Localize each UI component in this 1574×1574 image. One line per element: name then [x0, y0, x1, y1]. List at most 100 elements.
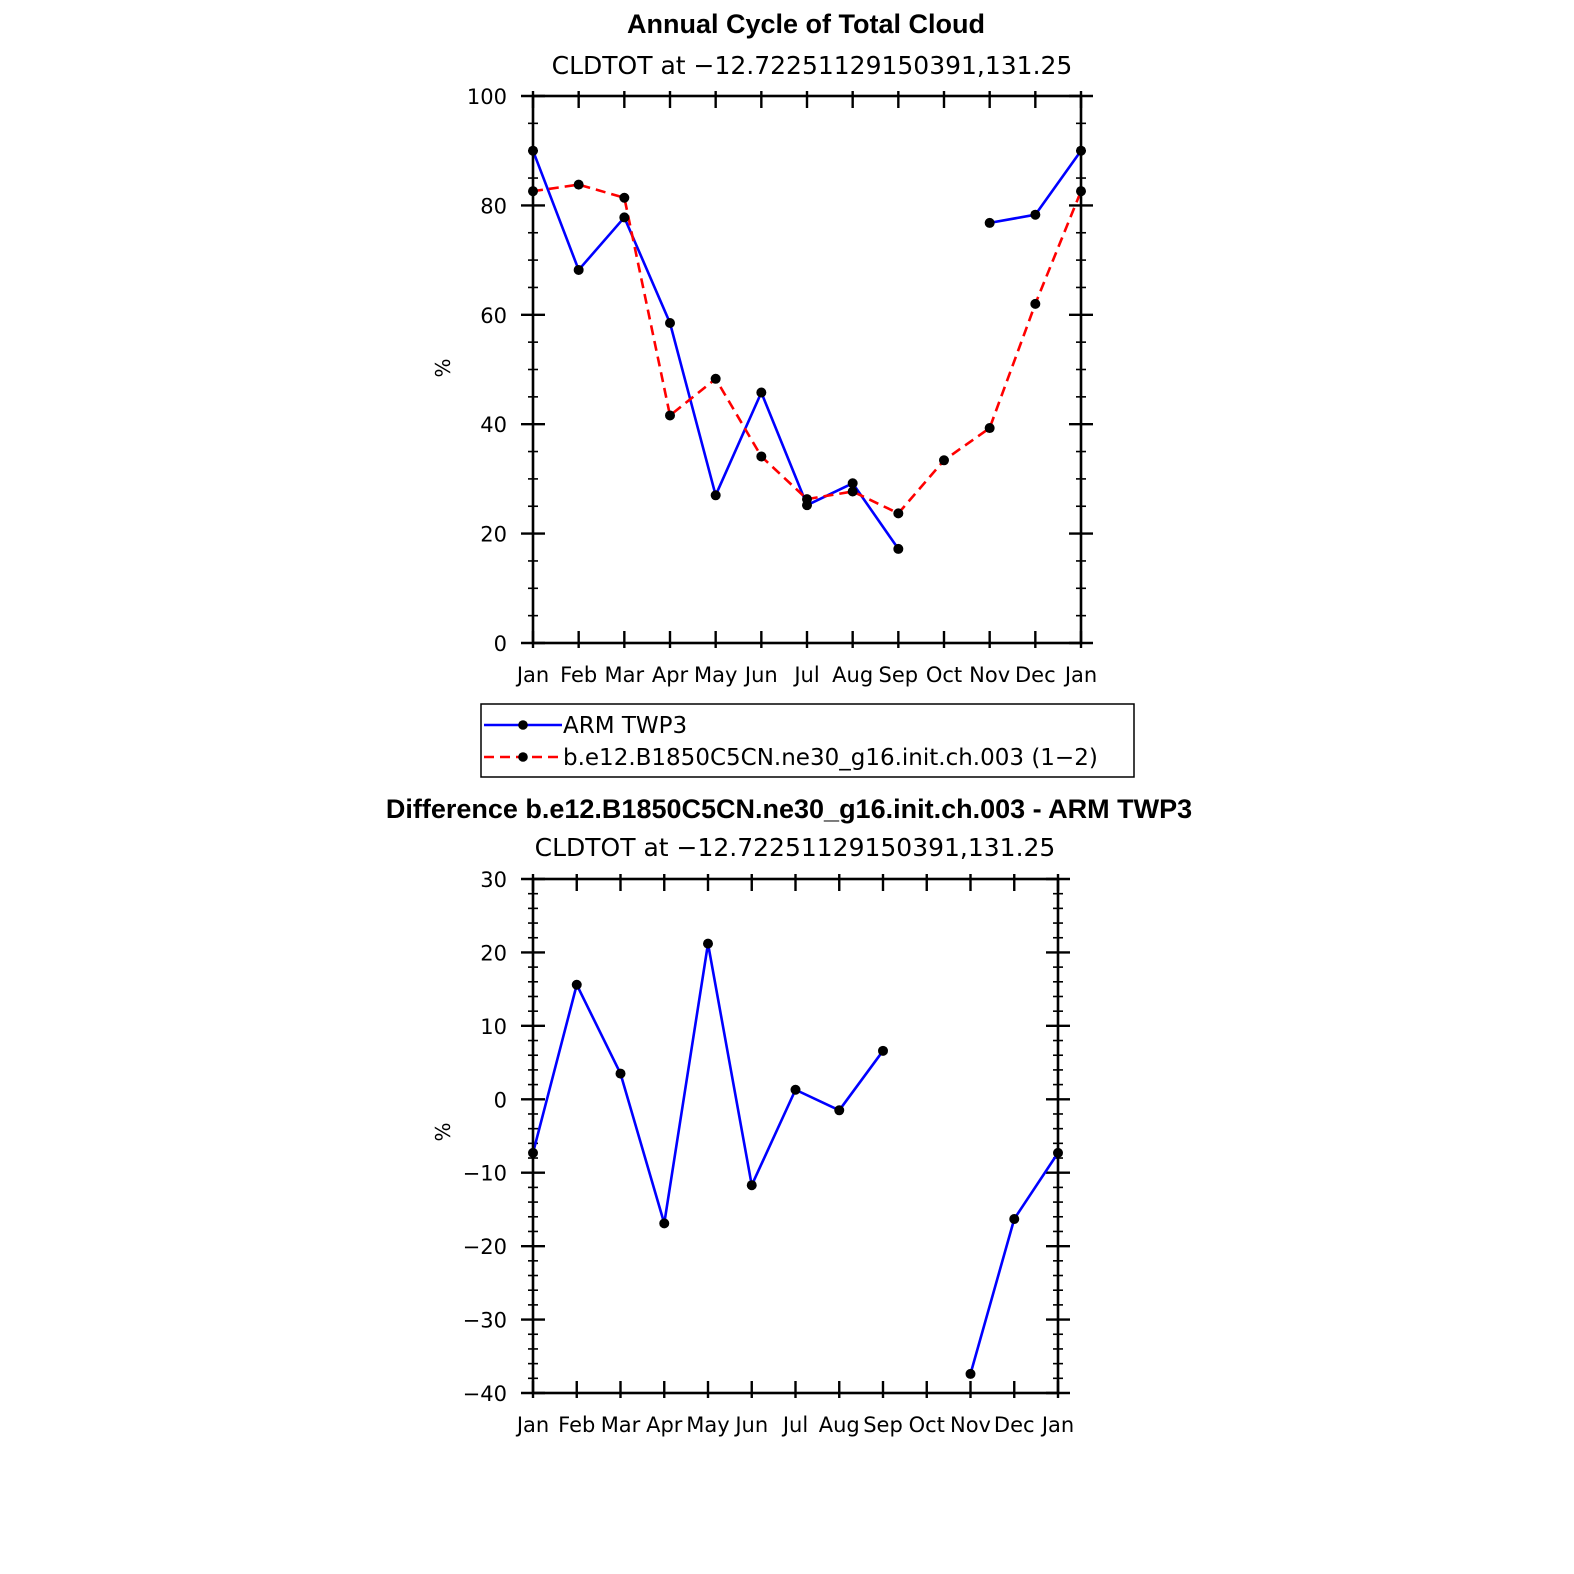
- chart2-x-tick-label: Feb: [558, 1413, 595, 1437]
- data-point: [802, 494, 812, 505]
- chart1-plot-frame: [531, 94, 1083, 645]
- chart1-subtitle: CLDTOT at −12.72251129150391,131.25: [552, 51, 1073, 80]
- chart1-y-tick-label: 60: [480, 304, 507, 328]
- chart2-x-tick-label: Oct: [909, 1413, 945, 1437]
- legend-label-arm: ARM TWP3: [563, 713, 687, 739]
- chart2-ticks: [521, 874, 1070, 1398]
- series-line: [532, 183, 1083, 515]
- chart2-x-tick-label: Jul: [781, 1413, 808, 1437]
- data-point: [710, 490, 721, 501]
- data-point: [710, 373, 721, 384]
- chart1-series-points: [528, 145, 1086, 554]
- chart2-x-tick-label: May: [686, 1413, 729, 1437]
- chart2-y-tick-label: −30: [463, 1309, 507, 1333]
- chart1-x-tick-labels: Jan Feb Mar Apr May Jun Jul Aug Sep Oct …: [515, 663, 1097, 687]
- data-point: [619, 192, 630, 203]
- legend: ARM TWP3 b.e12.B1850C5CN.ne30_g16.init.c…: [480, 703, 1135, 778]
- data-point: [571, 979, 582, 990]
- data-point: [746, 1180, 757, 1191]
- legend-marker-model: [518, 752, 528, 762]
- legend-label-model: b.e12.B1850C5CN.ne30_g16.init.ch.003 (1−…: [563, 745, 1098, 771]
- chart2-y-tick-label: −40: [463, 1382, 507, 1406]
- data-point: [834, 1105, 845, 1116]
- data-point: [965, 1368, 976, 1379]
- chart2-y-tick-label: 20: [480, 941, 507, 965]
- chart1-y-tick-labels: 0 20 40 60 80 100: [467, 85, 507, 656]
- chart1-x-tick-label: Oct: [926, 663, 962, 687]
- data-point: [619, 212, 630, 223]
- chart2-subtitle: CLDTOT at −12.72251129150391,131.25: [535, 833, 1056, 862]
- difference-chart: Difference b.e12.B1850C5CN.ne30_g16.init…: [386, 794, 1192, 1437]
- chart1-y-tick-label: 80: [480, 194, 507, 218]
- chart1-x-tick-label: Jun: [743, 663, 778, 687]
- data-point: [756, 387, 767, 398]
- chart1-x-tick-label: Sep: [879, 663, 919, 687]
- data-point: [939, 455, 949, 466]
- series-line: [969, 1152, 1060, 1375]
- chart1-title: Annual Cycle of Total Cloud: [627, 9, 985, 39]
- chart2-x-tick-label: Dec: [994, 1413, 1035, 1437]
- chart2-x-tick-labels: Jan Feb Mar Apr May Jun Jul Aug Sep Oct …: [515, 1413, 1074, 1437]
- data-point: [756, 451, 767, 462]
- data-point: [1030, 209, 1041, 220]
- data-point: [573, 264, 584, 275]
- chart1-x-tick-label: Jul: [792, 663, 819, 687]
- chart2-series-points: [528, 938, 1063, 1379]
- chart2-title: Difference b.e12.B1850C5CN.ne30_g16.init…: [386, 794, 1192, 824]
- data-point: [893, 508, 904, 519]
- data-point: [847, 478, 858, 489]
- series-line: [531, 150, 900, 550]
- annual-cycle-chart: Annual Cycle of Total Cloud CLDTOT at −1…: [431, 9, 1135, 778]
- data-point: [659, 1218, 670, 1229]
- chart1-x-tick-label: Nov: [969, 663, 1010, 687]
- chart1-series-lines: [531, 149, 1083, 550]
- chart2-y-tick-label: 10: [480, 1015, 507, 1039]
- chart2-x-tick-label: Apr: [646, 1413, 683, 1437]
- data-point: [790, 1084, 801, 1095]
- chart2-x-tick-label: Sep: [863, 1413, 903, 1437]
- chart1-y-tick-label: 100: [467, 85, 507, 109]
- data-point: [665, 318, 675, 329]
- data-point: [1009, 1213, 1020, 1224]
- chart1-x-tick-label: Mar: [605, 663, 645, 687]
- chart1-x-tick-label: Jan: [515, 663, 549, 687]
- chart2-y-tick-label: −10: [463, 1162, 507, 1186]
- chart2-x-tick-label: Jun: [733, 1413, 768, 1437]
- chart2-x-tick-label: Nov: [950, 1413, 991, 1437]
- data-point: [984, 423, 995, 434]
- chart1-x-tick-label: Jan: [1063, 663, 1097, 687]
- chart1-y-tick-label: 40: [480, 413, 507, 437]
- data-point: [984, 217, 995, 228]
- chart1-x-tick-label: Aug: [832, 663, 873, 687]
- legend-box: [480, 703, 1135, 778]
- chart2-x-tick-label: Mar: [601, 1413, 641, 1437]
- data-point: [893, 543, 904, 554]
- chart2-series-lines: [531, 942, 1060, 1375]
- chart2-y-tick-label: 0: [494, 1088, 507, 1112]
- chart2-x-tick-label: Jan: [1040, 1413, 1074, 1437]
- data-point: [878, 1045, 888, 1056]
- series-line: [531, 942, 885, 1225]
- data-point: [665, 410, 675, 421]
- data-point: [1030, 298, 1041, 309]
- data-point: [615, 1068, 626, 1079]
- chart1-x-tick-label: Apr: [652, 663, 689, 687]
- chart2-x-tick-label: Jan: [515, 1413, 549, 1437]
- chart1-y-axis-label: %: [431, 358, 455, 377]
- chart2-plot-frame: [531, 877, 1060, 1395]
- chart2-y-tick-label: −20: [463, 1235, 507, 1259]
- chart2-y-tick-label: 30: [480, 868, 507, 892]
- chart2-y-tick-labels: −40 −30 −20 −10 0 10 20 30: [463, 868, 507, 1406]
- chart1-y-tick-label: 20: [480, 523, 507, 547]
- data-point: [573, 179, 584, 190]
- chart1-y-tick-label: 0: [494, 632, 507, 656]
- chart1-x-tick-label: Dec: [1015, 663, 1056, 687]
- chart1-ticks: [521, 91, 1093, 648]
- chart1-x-tick-label: May: [694, 663, 737, 687]
- data-point: [847, 486, 858, 497]
- data-point: [703, 938, 713, 949]
- chart2-y-axis-label: %: [431, 1122, 455, 1141]
- chart1-x-tick-label: Feb: [560, 663, 597, 687]
- legend-marker-arm: [518, 720, 528, 730]
